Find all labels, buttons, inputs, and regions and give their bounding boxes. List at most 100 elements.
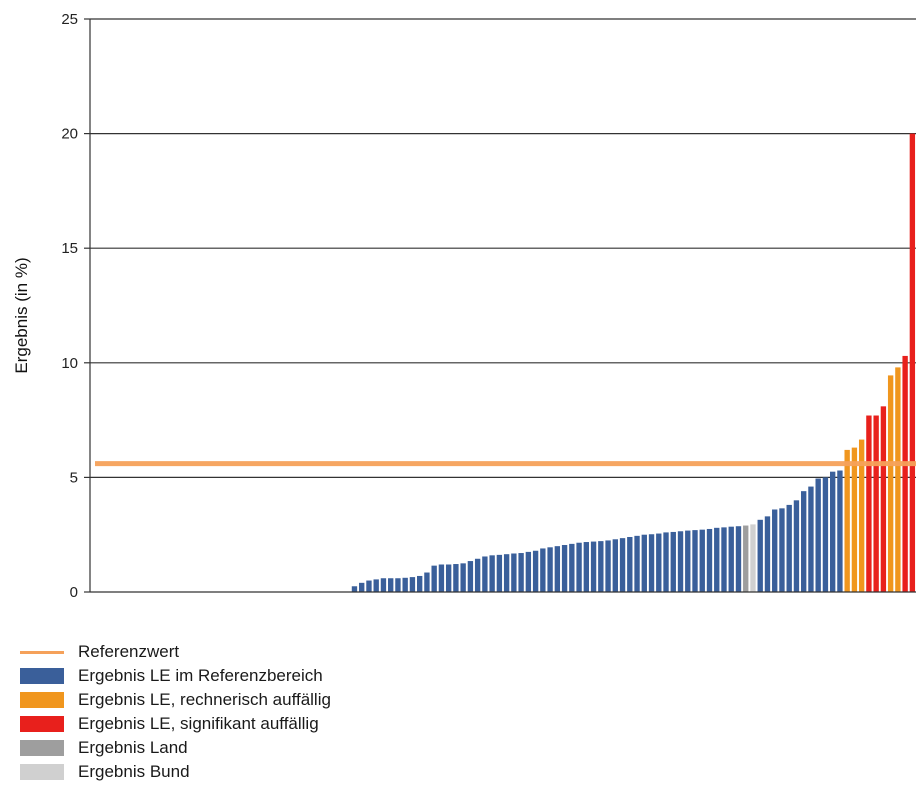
bar [793,500,800,592]
bar [837,470,843,592]
legend-label: Ergebnis Bund [78,762,190,781]
gridlines [90,18,916,478]
legend-item-referenzwert: Referenzwert [20,640,331,664]
bar [540,548,546,592]
bar [866,415,872,592]
bar [735,526,742,592]
bar [359,582,365,592]
bar [699,529,705,592]
legend-label: Ergebnis Land [78,738,188,757]
bar [518,553,524,592]
bar [532,550,539,592]
bar [388,578,394,592]
bar [634,535,640,592]
bar [757,519,763,592]
bar [453,564,459,592]
bar [366,580,372,592]
bar [656,533,662,592]
bar [641,534,647,592]
bar [873,415,879,592]
y-axis-title: Ergebnis (in %) [12,257,31,373]
legend: Referenzwert Ergebnis LE im Referenzbere… [20,640,331,784]
bar [576,542,582,592]
bar [887,375,894,592]
legend-swatch-signifikant-auffaellig [20,716,64,732]
legend-item-bund: Ergebnis Bund [20,760,331,784]
bar-chart: 0 5 10 15 20 25 Ergebnis (in %) [12,11,916,601]
bar [503,554,510,592]
legend-item-im-referenzbereich: Ergebnis LE im Referenzbereich [20,664,331,688]
bar [895,367,901,592]
legend-label: Ergebnis LE, rechnerisch auffällig [78,690,331,709]
y-tick-label: 15 [61,240,78,257]
bar [815,478,821,592]
bar [583,542,590,592]
bar [547,547,553,592]
bar [605,540,611,592]
y-tick-label: 5 [70,469,78,486]
bar [619,538,626,592]
bar [706,528,713,592]
legend-swatch-bund [20,764,64,780]
bar [402,577,408,592]
bar [772,509,778,592]
bar [909,133,916,592]
legend-label: Ergebnis LE im Referenzbereich [78,666,323,685]
bar [685,530,691,592]
bar [808,486,814,592]
bar [677,531,684,592]
bar [409,577,416,592]
bar [648,534,655,592]
legend-swatch-referenzwert [20,650,64,654]
bar [431,565,437,592]
bar [822,477,829,592]
bar [395,578,401,592]
bar [851,447,858,592]
y-tick-label: 20 [61,126,78,143]
bar [445,564,452,592]
bar [351,586,358,592]
bar [728,526,734,592]
bar [779,508,785,592]
y-tick-label: 25 [61,11,78,28]
bar [858,439,865,592]
bar [590,541,597,592]
bar [844,449,850,592]
bar [764,516,771,592]
bar [467,561,474,592]
bar [902,355,908,592]
bar [692,530,698,592]
bar [482,556,488,592]
bar [474,558,481,592]
bar [627,536,633,592]
bar [598,541,604,592]
legend-item-land: Ergebnis Land [20,736,331,760]
legend-swatch-im-referenzbereich [20,668,64,684]
legend-swatch-rechnerisch-auffaellig [20,692,64,708]
bar [525,551,532,592]
bar [743,525,749,592]
legend-item-signifikant-auffaellig: Ergebnis LE, signifikant auffällig [20,712,331,736]
y-tick-label: 10 [61,355,78,372]
bar [880,406,887,592]
legend-label: Ergebnis LE, signifikant auffällig [78,714,319,733]
bar [416,575,423,592]
bar [438,564,445,592]
bar [489,555,495,592]
bar [511,553,517,592]
bar [670,531,676,592]
bar [612,539,618,592]
bar [569,543,575,592]
y-tick-label: 0 [70,584,78,601]
bar [460,563,466,592]
bar [786,504,792,592]
bar [801,491,807,592]
bar [663,532,669,592]
y-tick-labels: 0 5 10 15 20 25 [61,11,90,601]
bar [714,527,720,592]
bar [373,579,379,592]
legend-item-rechnerisch-auffaellig: Ergebnis LE, rechnerisch auffällig [20,688,331,712]
bar [496,554,503,592]
bars-group [351,133,916,592]
bar [380,578,387,592]
